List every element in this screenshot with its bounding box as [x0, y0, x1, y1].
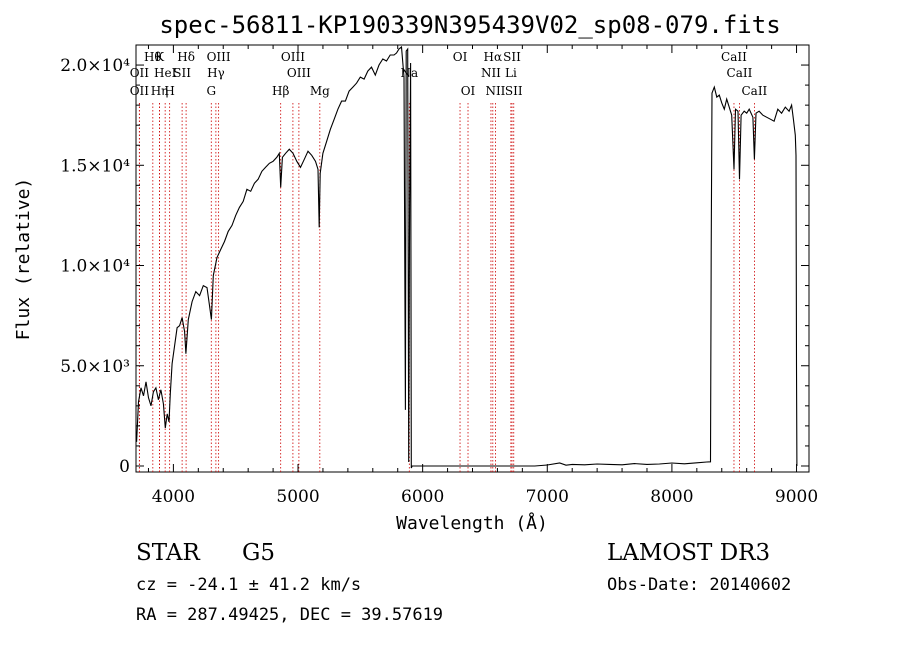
x-tick-label: 5000 — [276, 487, 319, 507]
marker-label: Na — [400, 66, 418, 80]
marker-label: OIII — [281, 50, 305, 64]
marker-label: H — [164, 84, 174, 98]
x-tick-label: 8000 — [650, 487, 693, 507]
y-axis: 0 5.0×10³ 1.0×10⁴ 1.5×10⁴ 2.0×10⁴ — [60, 44, 809, 477]
marker-label: OIII — [287, 66, 311, 80]
y-tick-label: 0 — [119, 457, 130, 477]
y-tick-label: 2.0×10⁴ — [60, 56, 130, 76]
y-tick-label: 5.0×10³ — [60, 357, 130, 377]
marker-label: SII — [505, 84, 523, 98]
marker-label: OII — [130, 66, 150, 80]
marker-label: Hδ — [177, 50, 195, 64]
marker-label: OI — [461, 84, 476, 98]
marker-label: Hθ — [144, 50, 162, 64]
y-tick-label: 1.0×10⁴ — [60, 257, 130, 277]
marker-label: OIII — [207, 50, 231, 64]
marker-label: HeI — [154, 66, 177, 80]
marker-label: Hγ — [207, 66, 225, 80]
marker-label: SII — [503, 50, 521, 64]
y-tick-label: 1.5×10⁴ — [60, 156, 130, 176]
marker-label: OI — [453, 50, 468, 64]
spectrum-series-line — [136, 45, 798, 469]
marker-label: Hα — [484, 50, 503, 64]
x-axis: 4000 5000 6000 7000 8000 9000 — [147, 45, 818, 507]
x-tick-label: 9000 — [775, 487, 818, 507]
marker-label: OII — [130, 84, 150, 98]
survey-name: LAMOST DR3 — [607, 540, 770, 566]
obs-date-line: Obs-Date: 20140602 — [607, 575, 791, 595]
x-tick-label: 4000 — [152, 487, 195, 507]
marker-label: NII — [485, 84, 505, 98]
marker-label: CaII — [727, 66, 753, 80]
coords-line: RA = 287.49425, DEC = 39.57619 — [136, 605, 443, 625]
object-class: STAR — [136, 540, 200, 566]
x-axis-label: Wavelength (Å) — [396, 512, 548, 534]
marker-label: G — [206, 84, 216, 98]
marker-label: K — [155, 50, 165, 64]
marker-label: Hη — [151, 84, 169, 98]
chart-title: spec-56811-KP190339N395439V02_sp08-079.f… — [159, 11, 780, 39]
plot-frame — [135, 44, 810, 473]
marker-label: Hβ — [272, 84, 289, 98]
marker-label: Li — [505, 66, 517, 80]
x-tick-label: 7000 — [526, 487, 569, 507]
x-tick-label: 6000 — [401, 487, 444, 507]
marker-label: Mg — [310, 84, 330, 98]
marker-label: CaII — [721, 50, 747, 64]
marker-label: CaII — [741, 84, 767, 98]
object-subclass: G5 — [242, 540, 275, 566]
y-axis-label: Flux (relative) — [13, 178, 34, 341]
marker-label: SII — [173, 66, 191, 80]
marker-label: NII — [481, 66, 501, 80]
redshift-line: cz = -24.1 ± 41.2 km/s — [136, 575, 361, 595]
